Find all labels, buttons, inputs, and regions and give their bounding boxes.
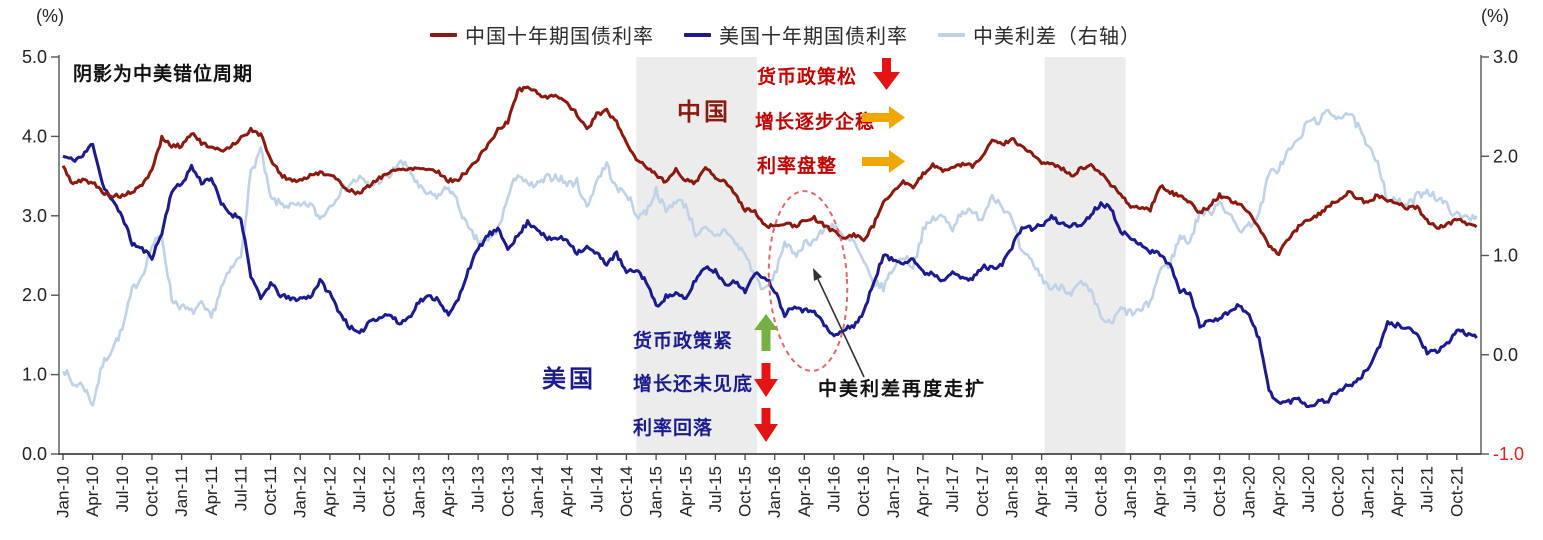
svg-text:Jul-20: Jul-20 (1299, 466, 1318, 512)
us-line-swatch (684, 32, 711, 37)
svg-text:Jan-10: Jan-10 (54, 466, 73, 518)
right-arrow-icon (862, 150, 905, 173)
svg-text:Jan-15: Jan-15 (647, 466, 666, 518)
down-arrow-icon (873, 58, 900, 90)
svg-text:Jul-11: Jul-11 (231, 466, 250, 511)
left-axis-labels: 5.0 4.0 3.0 2.0 1.0 0.0 (22, 47, 59, 464)
svg-text:Oct-19: Oct-19 (1210, 466, 1229, 517)
china-line-swatch (430, 32, 457, 37)
svg-text:Jul-14: Jul-14 (587, 466, 606, 512)
shaded-period (1044, 57, 1126, 454)
svg-text:Oct-21: Oct-21 (1447, 466, 1466, 517)
us-annotation-growth: 增长还未见底 (633, 374, 754, 395)
svg-text:Apr-18: Apr-18 (1032, 466, 1051, 517)
svg-text:Apr-15: Apr-15 (676, 466, 695, 517)
svg-text:Jul-21: Jul-21 (1418, 466, 1437, 512)
svg-text:Jul-15: Jul-15 (706, 466, 725, 512)
up-arrow-icon (754, 314, 778, 351)
axes (58, 55, 1482, 455)
us-annotation-monetary-policy: 货币政策紧 (633, 331, 734, 352)
svg-text:Jan-14: Jan-14 (528, 466, 547, 518)
svg-text:Oct-14: Oct-14 (617, 466, 636, 517)
down-arrow-icon (754, 408, 778, 442)
legend-item-china: 中国十年期国债利率 (430, 20, 654, 49)
svg-text:Jan-16: Jan-16 (765, 466, 784, 518)
svg-text:5.0: 5.0 (22, 47, 47, 67)
us-cycle-label: 美国 (542, 366, 596, 393)
svg-text:0.0: 0.0 (22, 444, 47, 464)
svg-text:Apr-12: Apr-12 (320, 466, 339, 517)
china-cycle-label: 中国 (677, 99, 731, 126)
svg-text:Jan-17: Jan-17 (884, 466, 903, 518)
svg-text:Jul-12: Jul-12 (350, 466, 369, 512)
svg-text:1.0: 1.0 (1493, 246, 1518, 266)
svg-text:Apr-11: Apr-11 (202, 466, 221, 516)
svg-text:Oct-11: Oct-11 (261, 466, 280, 516)
svg-text:2.0: 2.0 (1493, 146, 1518, 166)
spread-line-swatch (938, 32, 965, 37)
svg-text:Oct-18: Oct-18 (1091, 466, 1110, 517)
svg-text:Apr-16: Apr-16 (795, 466, 814, 517)
shaded-period (636, 57, 757, 454)
right-axis-labels: 3.0 2.0 1.0 0.0 -1.0 (1481, 47, 1524, 464)
callout-arrow (813, 268, 865, 378)
right-axis-unit: (%) (1481, 6, 1509, 26)
svg-text:Apr-20: Apr-20 (1269, 466, 1288, 517)
china-annotation-monetary-policy: 货币政策松 (757, 67, 858, 88)
svg-text:2.0: 2.0 (22, 285, 47, 305)
svg-text:Apr-19: Apr-19 (1151, 466, 1170, 517)
svg-text:4.0: 4.0 (22, 126, 47, 146)
legend-item-us: 美国十年期国债利率 (684, 20, 908, 49)
china-series-line (61, 85, 1478, 257)
svg-text:Jan-11: Jan-11 (172, 466, 191, 517)
svg-text:-1.0: -1.0 (1493, 444, 1524, 464)
svg-text:Oct-13: Oct-13 (498, 466, 517, 517)
down-arrow-icon (754, 363, 778, 397)
svg-text:3.0: 3.0 (22, 206, 47, 226)
svg-text:Jul-19: Jul-19 (1180, 466, 1199, 512)
svg-text:1.0: 1.0 (22, 365, 47, 385)
svg-text:Oct-17: Oct-17 (973, 466, 992, 517)
svg-text:Jan-13: Jan-13 (409, 466, 428, 518)
svg-text:Jan-19: Jan-19 (1121, 466, 1140, 518)
svg-text:Jul-17: Jul-17 (943, 466, 962, 512)
svg-text:Apr-14: Apr-14 (558, 466, 577, 517)
spread-widening-label: 中美利差再度走扩 (818, 379, 987, 400)
svg-text:Oct-16: Oct-16 (854, 466, 873, 517)
right-arrow-icon (862, 106, 905, 129)
svg-text:0.0: 0.0 (1493, 345, 1518, 365)
svg-text:Jul-13: Jul-13 (469, 466, 488, 512)
svg-text:Jan-12: Jan-12 (291, 466, 310, 518)
svg-text:Apr-17: Apr-17 (913, 466, 932, 517)
us-annotation-rates: 利率回落 (633, 418, 714, 439)
svg-text:Oct-10: Oct-10 (142, 466, 161, 517)
svg-text:Jan-20: Jan-20 (1240, 466, 1259, 518)
legend-label-china: 中国十年期国债利率 (465, 26, 654, 48)
svg-text:Apr-13: Apr-13 (439, 466, 458, 517)
svg-text:Apr-21: Apr-21 (1388, 466, 1407, 517)
legend-item-spread: 中美利差（右轴） (938, 20, 1141, 49)
svg-text:Oct-20: Oct-20 (1329, 466, 1348, 517)
svg-text:Jan-21: Jan-21 (1358, 466, 1377, 518)
shaded-periods (636, 57, 1126, 454)
svg-text:Oct-12: Oct-12 (380, 466, 399, 517)
left-axis-unit: (%) (36, 6, 64, 26)
legend-label-us: 美国十年期国债利率 (719, 26, 908, 48)
china-annotation-rates: 利率盘整 (757, 156, 838, 177)
svg-text:Jul-10: Jul-10 (113, 466, 132, 512)
legend: 中国十年期国债利率 美国十年期国债利率 中美利差（右轴） (430, 20, 1141, 49)
spread-widening-ellipse (767, 190, 849, 372)
svg-text:Apr-10: Apr-10 (83, 466, 102, 517)
svg-text:Jan-18: Jan-18 (1002, 466, 1021, 518)
svg-text:Jul-18: Jul-18 (1062, 466, 1081, 512)
shading-note: 阴影为中美错位周期 (73, 64, 254, 85)
x-axis-labels: Jan-10 Apr-10 Jul-10 Oct-10 Jan-11 Apr-11 Jul-… (54, 454, 1466, 518)
svg-text:3.0: 3.0 (1493, 47, 1518, 67)
legend-label-spread: 中美利差（右轴） (973, 26, 1141, 48)
china-annotation-growth: 增长逐步企稳 (755, 112, 876, 133)
svg-text:Oct-15: Oct-15 (736, 466, 755, 517)
svg-text:Jul-16: Jul-16 (825, 466, 844, 512)
